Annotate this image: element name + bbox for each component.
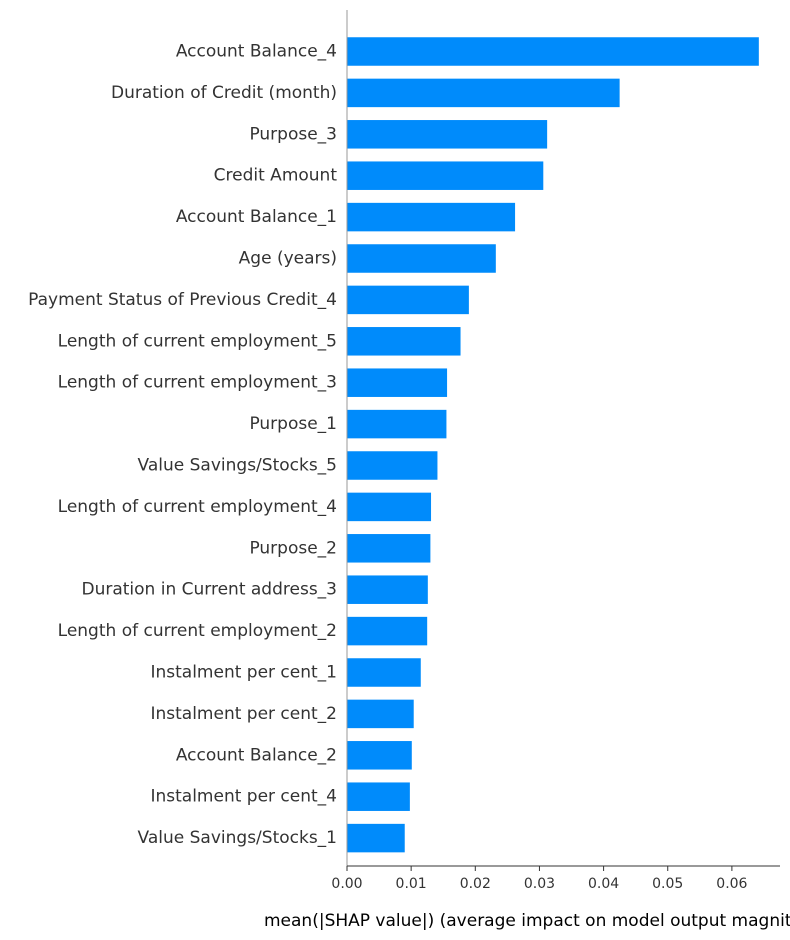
category-label: Length of current employment_2 [58,621,337,641]
category-label: Credit Amount [214,166,338,186]
category-label: Purpose_1 [249,414,337,434]
category-label: Duration in Current address_3 [82,580,338,600]
bar [347,78,620,108]
category-label: Account Balance_2 [176,745,337,765]
category-label: Account Balance_4 [176,42,337,62]
bar [347,616,428,646]
x-axis-ticks: 0.00 0.01 0.02 0.03 0.04 0.05 0.06 [331,866,748,892]
category-labels: Account Balance_4 Duration of Credit (mon… [28,42,337,849]
bar [347,37,759,66]
category-label: Instalment per cent_1 [150,663,337,683]
category-label: Instalment per cent_2 [150,704,337,724]
x-tick-label: 0.02 [460,876,491,892]
bar [347,658,421,687]
x-tick-label: 0.04 [588,876,619,892]
bar [347,699,414,729]
category-label: Value Savings/Stocks_5 [138,456,337,476]
bar [347,823,405,853]
x-tick-label: 0.06 [716,876,747,892]
category-label: Duration of Credit (month) [111,83,337,103]
category-label: Length of current employment_5 [58,331,337,351]
bar [347,327,461,356]
bar [347,161,544,190]
x-tick-label: 0.03 [524,876,555,892]
x-tick-label: 0.05 [652,876,683,892]
category-label: Purpose_3 [249,124,337,144]
bar [347,492,432,522]
category-label: Instalment per cent_4 [150,787,337,807]
category-label: Value Savings/Stocks_1 [138,828,337,848]
bar [347,202,516,232]
category-label: Payment Status of Previous Credit_4 [28,290,337,310]
bar [347,782,410,811]
bar [347,409,447,439]
x-tick-label: 0.00 [331,876,362,892]
category-label: Age (years) [239,249,337,269]
bar [347,285,469,315]
bar [347,120,548,149]
bar [347,741,412,770]
bar [347,451,438,480]
x-axis-title: mean(|SHAP value|) (average impact on mo… [264,911,790,931]
category-label: Length of current employment_3 [58,373,337,393]
category-label: Purpose_2 [249,538,337,558]
bars-group [347,37,759,853]
bar [347,575,428,604]
category-label: Account Balance_1 [176,207,337,227]
bar [347,244,496,273]
bar [347,368,448,397]
bar [347,534,431,563]
category-label: Length of current employment_4 [58,497,337,517]
x-tick-label: 0.01 [396,876,427,892]
